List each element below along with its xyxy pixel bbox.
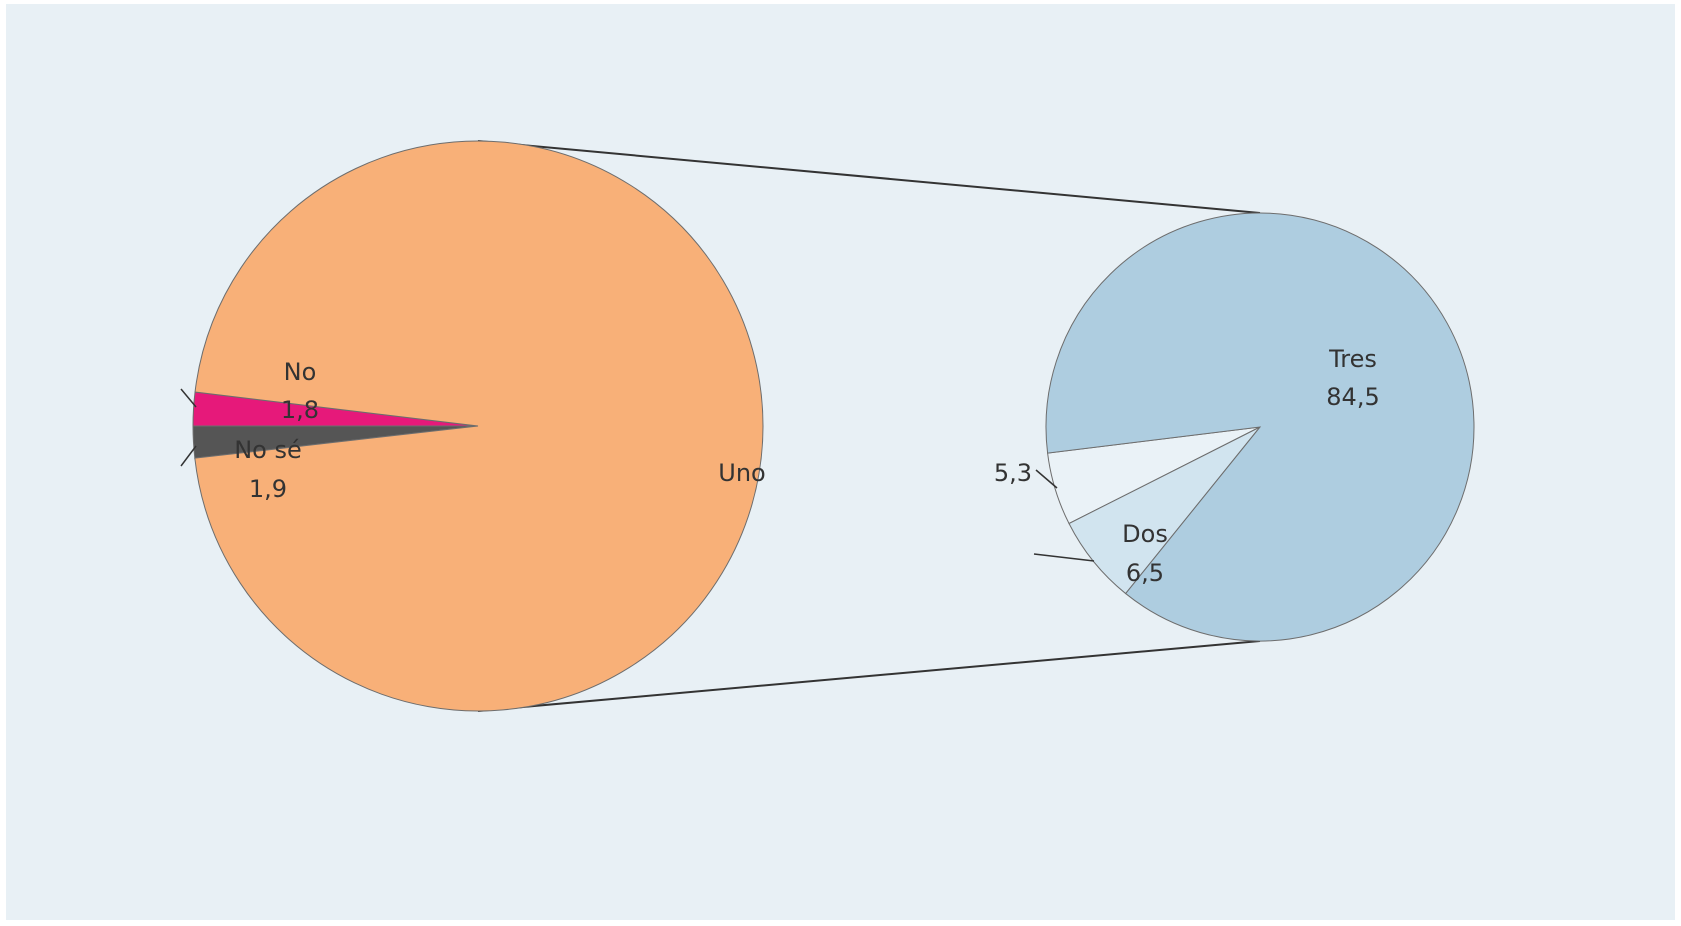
main-pie bbox=[192, 140, 764, 712]
label-tres-name: Tres bbox=[1328, 345, 1377, 373]
label-other-value: 5,3 bbox=[994, 459, 1032, 487]
breakdown-pie bbox=[1045, 212, 1475, 642]
leader-line-dos bbox=[1033, 553, 1095, 562]
label-no-value: 1,8 bbox=[281, 396, 319, 424]
connector-line-bottom bbox=[477, 640, 1261, 712]
label-no-name: No bbox=[284, 358, 317, 386]
label-no-se-value: 1,9 bbox=[249, 475, 287, 503]
label-dos-value: 6,5 bbox=[1126, 559, 1164, 587]
label-dos-name: Dos bbox=[1122, 520, 1168, 548]
label-uno-name: Uno bbox=[718, 459, 765, 487]
leader-line-no bbox=[180, 388, 197, 408]
leader-line-5-3 bbox=[1035, 469, 1058, 489]
pie-slice-uno bbox=[194, 140, 764, 712]
pie-slice-tres bbox=[1045, 212, 1475, 642]
label-no-se-name: No sé bbox=[234, 436, 302, 464]
label-tres-value: 84,5 bbox=[1326, 383, 1379, 411]
connector-line-top bbox=[477, 140, 1261, 214]
leader-line-no-se bbox=[180, 445, 197, 467]
